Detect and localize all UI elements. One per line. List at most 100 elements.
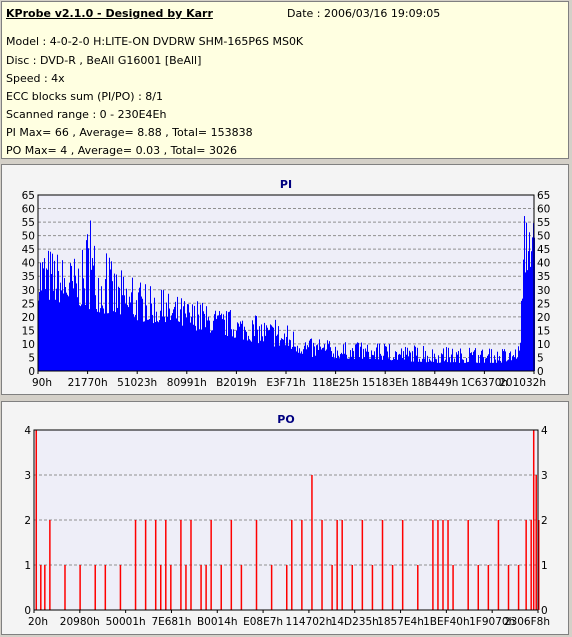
pi-bar [287,325,288,371]
pi-bar [105,279,106,371]
pi-bar [197,301,198,371]
po-bar [40,565,42,610]
po-bar [210,520,212,610]
y-tick-label-left: 65 [22,190,35,202]
y-tick-label-left: 1 [24,560,31,572]
y-tick-label-right: 0 [537,366,544,378]
po-bar [35,430,38,610]
pi-bar [136,300,137,371]
pi-bar [276,335,277,371]
pi-bar [217,315,218,371]
pi-bar [175,301,176,371]
pi-bar [315,355,316,371]
y-tick-label-left: 20 [22,312,35,324]
y-tick-label-right: 30 [537,285,550,297]
range-line: Scanned range : 0 - 230E4Eh [6,108,167,121]
chart-title: PO [277,413,294,426]
pi-bar [234,337,235,371]
pi-bar [84,288,85,371]
pi-bar [185,313,186,371]
pi-bar [271,325,272,371]
x-tick-label: B2019h [216,377,257,389]
pi-bar [125,303,126,371]
pi-bar [218,315,219,371]
pi-bar [61,290,62,371]
y-tick-label-left: 3 [24,470,31,482]
pi-bar [303,349,304,371]
pi-bar [245,330,246,371]
pi-bar [408,356,409,371]
pi-bar [527,270,528,371]
pi-bar [489,348,490,371]
pi-bar [230,310,231,371]
pi-bar [349,358,350,371]
po-bar [220,565,222,610]
info-panel: KProbe v2.1.0 - Designed by Karr Date : … [1,1,569,159]
pi-bar [184,301,185,371]
pi-bar [495,359,496,371]
pi-bar [279,345,280,371]
pi-bar [122,295,123,371]
pi-bar [180,309,181,371]
pi-bar [516,358,517,371]
pi-bar [201,329,202,371]
pi-bar [352,348,353,371]
y-tick-label-right: 3 [541,470,548,482]
y-tick-label-right: 0 [541,605,548,617]
pi-bar [386,346,387,371]
pi-bar [68,296,69,371]
y-tick-label-left: 15 [22,325,35,337]
pi-bar [374,351,375,371]
pi-bar [418,361,419,371]
y-tick-label-left: 0 [28,366,35,378]
pi-bar [115,312,116,371]
pi-bar [102,305,103,371]
pi-bar [466,358,467,371]
pi-bar [448,347,449,371]
pi-bar [202,302,203,371]
pi-bar [224,319,225,371]
pi-bar [265,335,266,371]
po-bar [507,565,510,610]
pi-bar [526,222,527,371]
pi-bar [501,362,502,371]
pi-bar [320,346,321,371]
pi-bar [519,350,520,371]
pi-bar [328,344,329,371]
pi-bar [268,330,269,371]
pi-bar [259,326,260,371]
pi-bar [518,346,519,371]
po-bar [401,520,404,610]
pi-bar [513,355,514,371]
pi-bar [523,259,524,371]
pi-bar [329,341,330,371]
pi-bar [474,350,475,371]
po-bar [477,565,480,610]
pi-bar [168,293,169,371]
x-tick-label: 21770h [68,377,108,389]
pi-bar [140,282,141,371]
po-bar [467,520,469,610]
x-tick-label: 50001h [106,616,146,628]
pi-bar [411,361,412,371]
pi-bar [132,277,133,371]
x-tick-label: 7E681h [151,616,191,628]
po-bar [270,565,273,610]
pi-bar [155,322,156,371]
pi-bar [499,356,500,371]
pi-bar [306,349,307,371]
pi-bar [488,354,489,371]
pi-bar [244,326,245,371]
pi-bar [71,265,72,371]
pi-bar [465,362,466,371]
pi-bar [503,351,504,371]
y-tick-label-right: 50 [537,231,550,243]
pi-bar [290,340,291,371]
y-tick-label-left: 45 [22,244,35,256]
pi-bar [100,308,101,371]
pi-bar [250,340,251,371]
pi-bar [64,278,65,371]
pi-bar [406,354,407,371]
pi-bar [159,320,160,371]
